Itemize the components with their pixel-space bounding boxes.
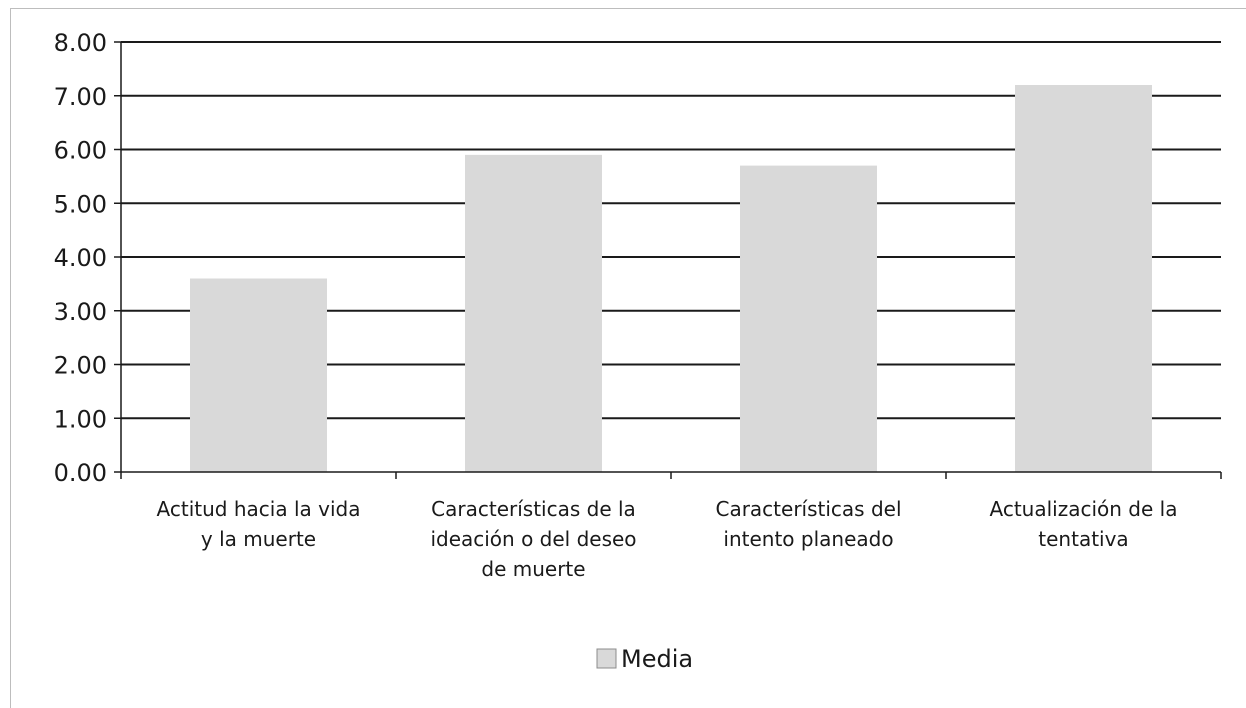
y-tick-label: 4.00 xyxy=(54,244,107,272)
x-category-label-line: intento planeado xyxy=(723,527,893,551)
x-category-label: Características del intento planeado xyxy=(715,497,901,551)
bars xyxy=(190,85,1152,472)
x-category-label-line: Características de la xyxy=(431,497,636,521)
labels: 0.00 1.00 2.00 3.00 4.00 5.00 6.00 7.00 8.00 Acti… xyxy=(54,29,1178,581)
x-category-label-line: Características del xyxy=(715,497,901,521)
y-tick-label: 2.00 xyxy=(54,352,107,380)
x-category-label: Características de la ideación o del dese… xyxy=(430,497,636,581)
legend-swatch xyxy=(596,648,617,669)
y-tick-label: 3.00 xyxy=(54,298,107,326)
x-category-label: Actualización de la tentativa xyxy=(990,497,1178,551)
chart-frame xyxy=(10,8,1246,708)
x-category-label-line: tentativa xyxy=(1038,527,1128,551)
y-tick-label: 5.00 xyxy=(54,190,107,218)
x-category-label-line: ideación o del deseo xyxy=(430,527,636,551)
y-tick-label: 7.00 xyxy=(54,83,107,111)
x-category-label-line: de muerte xyxy=(481,557,585,581)
y-tick-label: 6.00 xyxy=(54,137,107,165)
bar xyxy=(1015,85,1152,472)
x-category-label-line: Actualización de la xyxy=(990,497,1178,521)
x-category-label-line: y la muerte xyxy=(201,527,316,551)
bar xyxy=(190,278,327,472)
y-tick-label: 1.00 xyxy=(54,405,107,433)
x-category-label-line: Actitud hacia la vida xyxy=(157,497,361,521)
axes xyxy=(114,41,1222,479)
legend: Media xyxy=(596,645,693,673)
bar xyxy=(465,154,602,472)
y-tick-label: 8.00 xyxy=(54,29,107,57)
legend-label: Media xyxy=(621,645,693,673)
y-tick-label: 0.00 xyxy=(54,459,107,487)
x-category-label: Actitud hacia la vida y la muerte xyxy=(157,497,361,551)
bar xyxy=(740,165,877,472)
